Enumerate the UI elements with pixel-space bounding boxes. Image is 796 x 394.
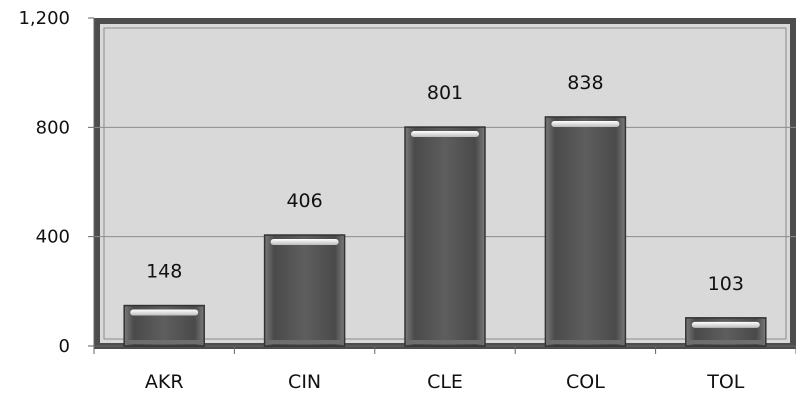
data-labels: 148 406 801 838 103 bbox=[146, 72, 744, 295]
bar-bottom-bevel bbox=[127, 340, 202, 344]
bars bbox=[123, 116, 767, 347]
data-label: 103 bbox=[708, 273, 744, 295]
x-tick-label: COL bbox=[566, 371, 605, 393]
bar-cle bbox=[404, 126, 486, 347]
x-tick-label: AKR bbox=[145, 371, 184, 393]
y-tick-label: 1,200 bbox=[18, 8, 70, 29]
x-tick-label: CLE bbox=[427, 371, 463, 393]
bar-body bbox=[404, 126, 486, 347]
bar-body bbox=[544, 116, 627, 347]
bar-highlight bbox=[130, 309, 199, 316]
bar-bottom-bevel bbox=[688, 340, 763, 344]
x-tick-label: CIN bbox=[288, 371, 321, 393]
data-label: 838 bbox=[567, 72, 603, 94]
bar-bottom-bevel bbox=[267, 340, 342, 344]
bar-cin bbox=[263, 234, 346, 347]
y-tick-label: 800 bbox=[36, 117, 70, 138]
bar-highlight bbox=[411, 131, 479, 138]
x-axis: AKR CIN CLE COL TOL bbox=[93, 345, 796, 393]
bar-highlight bbox=[270, 239, 339, 246]
y-axis: 0 400 800 1,200 bbox=[18, 8, 95, 357]
y-tick-label: 0 bbox=[59, 336, 70, 357]
bar-highlight bbox=[551, 120, 620, 127]
y-tick-label: 400 bbox=[36, 227, 70, 248]
bar-akr bbox=[123, 304, 205, 347]
bar-tol bbox=[685, 317, 767, 347]
data-label: 148 bbox=[146, 261, 182, 283]
data-label: 801 bbox=[427, 82, 463, 104]
bar-bottom-bevel bbox=[548, 340, 623, 344]
bar-highlight bbox=[691, 321, 760, 328]
bar-body bbox=[263, 234, 346, 347]
bar-col bbox=[544, 116, 627, 347]
bar-bottom-bevel bbox=[408, 340, 482, 344]
x-tick-label: TOL bbox=[706, 371, 745, 393]
data-label: 406 bbox=[286, 190, 322, 212]
